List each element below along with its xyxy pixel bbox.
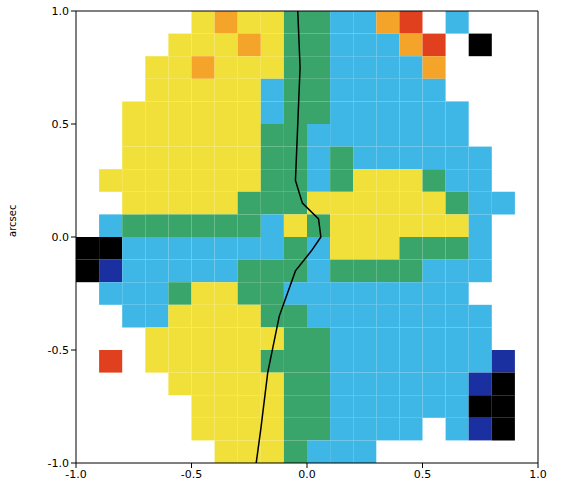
svg-text:0.0: 0.0 xyxy=(298,468,316,481)
svg-text:0.0: 0.0 xyxy=(52,231,70,244)
svg-text:1.0: 1.0 xyxy=(52,5,70,18)
svg-text:-1.0: -1.0 xyxy=(48,457,69,470)
svg-text:1.0: 1.0 xyxy=(529,468,547,481)
svg-text:-0.5: -0.5 xyxy=(181,468,202,481)
svg-text:0.5: 0.5 xyxy=(52,118,70,131)
svg-text:-1.0: -1.0 xyxy=(65,467,87,481)
svg-text:0.5: 0.5 xyxy=(414,468,432,481)
svg-text:-0.5: -0.5 xyxy=(48,344,69,357)
svg-text:arcsec: arcsec xyxy=(7,205,18,237)
